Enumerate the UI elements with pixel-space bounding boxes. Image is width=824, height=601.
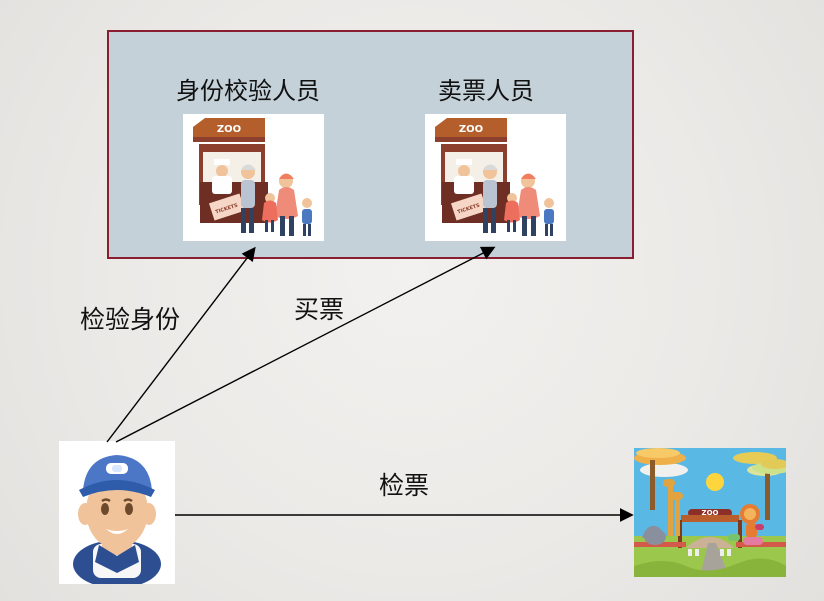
ticket-booth-icon: ZOO TICKETS: [183, 114, 324, 241]
booth-sign-text: ZOO: [217, 124, 241, 135]
ticket-checker-avatar: [59, 441, 175, 584]
verify-identity-label: 检验身份: [80, 305, 181, 334]
check-ticket-label: 检票: [379, 471, 430, 500]
seller-label: 卖票人员: [438, 77, 534, 105]
buy-ticket-label: 买票: [294, 295, 345, 324]
arrow-verify-identity: [106, 246, 256, 443]
zoo-sign-text: ZOO: [702, 509, 719, 517]
booth-sign-text: ZOO: [459, 124, 483, 135]
verifier-booth-image: ZOO TICKETS: [183, 114, 324, 241]
zoo-entrance-image: ZOO: [634, 448, 786, 577]
verifier-label: 身份校验人员: [176, 77, 320, 105]
arrow-buy-ticket: [115, 246, 496, 443]
staff-person-icon: [59, 441, 175, 584]
ticket-booth-icon: ZOO TICKETS: [425, 114, 566, 241]
seller-booth-image: ZOO TICKETS: [425, 114, 566, 241]
zoo-entrance-icon: ZOO: [634, 448, 786, 577]
